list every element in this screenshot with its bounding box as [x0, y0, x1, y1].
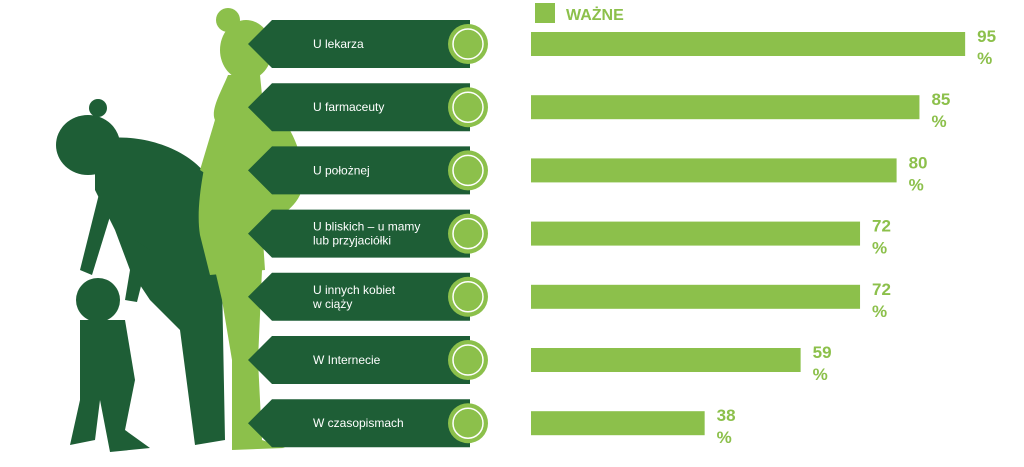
bar — [531, 221, 861, 246]
bar — [531, 284, 861, 309]
category-tag — [248, 20, 470, 68]
category-icon — [448, 403, 488, 444]
category-tag — [248, 272, 470, 321]
category-icon-ring — [452, 344, 484, 376]
bar — [531, 411, 705, 436]
category-tag — [248, 209, 470, 258]
legend-label: WAŻNE — [566, 6, 624, 24]
category-label: U farmaceuty — [313, 100, 384, 114]
bar — [531, 348, 801, 372]
category-label: U lekarza — [313, 37, 364, 51]
legend-swatch — [535, 3, 555, 23]
value-label: 72% — [872, 217, 891, 258]
category-label: W Internecie — [313, 353, 381, 367]
value-label: 38% — [717, 406, 736, 447]
category-tag — [248, 336, 470, 384]
category-icon — [448, 24, 488, 64]
value-label: 72% — [872, 280, 891, 321]
category-tag — [248, 83, 470, 132]
category-icon — [448, 213, 488, 254]
category-icon-ring — [452, 217, 484, 250]
category-icon — [448, 150, 488, 191]
category-label: U innych kobiet w ciąży — [312, 283, 396, 311]
category-tag — [248, 146, 470, 195]
category-icon-ring — [452, 28, 484, 60]
category-label: U położnej — [313, 163, 370, 177]
category-icon-ring — [452, 407, 484, 439]
category-icon-ring — [452, 91, 484, 123]
category-icon — [448, 340, 488, 380]
category-label: U bliskich – u mamy lub przyjaciółki — [313, 220, 420, 248]
category-icon — [448, 87, 488, 128]
category-icon-ring — [452, 281, 484, 313]
value-label: 80% — [909, 153, 928, 194]
bar — [531, 158, 897, 183]
value-label: 85% — [931, 90, 950, 131]
value-label: 95% — [977, 27, 996, 68]
value-label: 59% — [813, 343, 832, 384]
category-label: W czasopismach — [313, 416, 404, 430]
category-tag — [248, 399, 470, 448]
bar — [531, 95, 920, 120]
bar — [531, 32, 966, 56]
category-icon — [448, 276, 488, 317]
category-icon-ring — [452, 154, 484, 187]
